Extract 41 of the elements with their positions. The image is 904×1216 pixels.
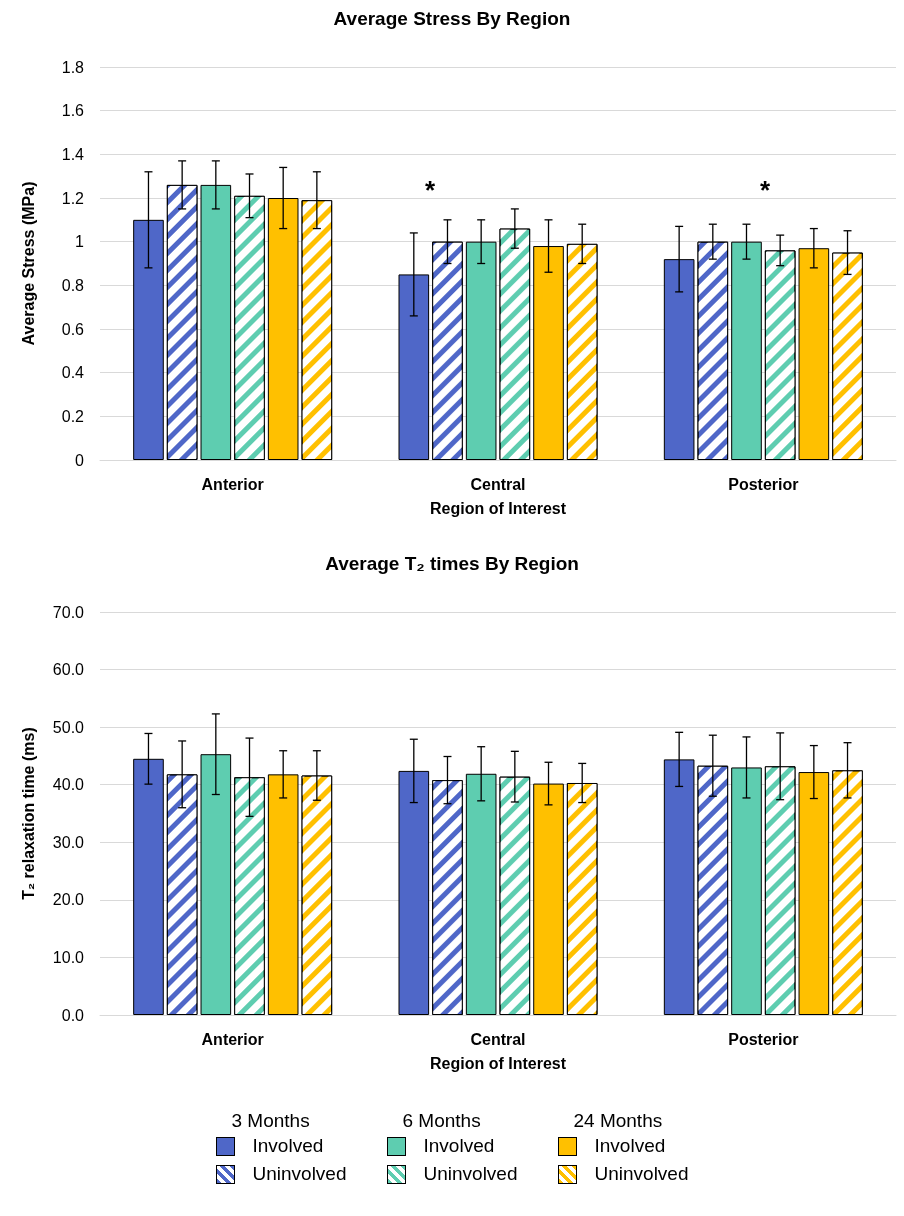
- x-axis-title: Region of Interest: [429, 1054, 567, 1072]
- y-tick-label: 1.2: [61, 189, 85, 207]
- y-tick-label: 0.6: [61, 320, 85, 338]
- x-tick-label: Central: [470, 475, 526, 493]
- legend-label: Uninvolved: [423, 1163, 518, 1185]
- text: 6 Months: [401, 1110, 482, 1132]
- x-tick-label: Anterior: [201, 1030, 264, 1048]
- annotation: *: [759, 175, 771, 205]
- legend-label: Involved: [423, 1135, 495, 1157]
- legend-label: Uninvolved: [594, 1163, 689, 1185]
- y-tick-label: 1.6: [61, 102, 85, 120]
- y-tick-label: 20.0: [52, 891, 85, 909]
- y-axis-title: T₂ relaxation time (ms): [19, 727, 37, 900]
- y-tick-label: 1: [75, 233, 85, 251]
- y-tick-label: 50.0: [52, 718, 85, 736]
- y-tick-label: 0.2: [61, 407, 85, 425]
- legend-label: Involved: [594, 1135, 666, 1157]
- x-tick-label: Posterior: [728, 1030, 799, 1048]
- legend-label: Uninvolved: [252, 1163, 347, 1185]
- y-tick-label: 0.4: [61, 364, 85, 382]
- chart-title: Average Stress By Region: [333, 8, 571, 29]
- y-tick-label: 0.8: [61, 276, 85, 294]
- chart-title: Average T₂ times By Region: [325, 553, 579, 574]
- legend-label: Involved: [252, 1135, 324, 1157]
- y-tick-label: 70.0: [52, 603, 85, 621]
- y-tick-label: 40.0: [52, 776, 85, 794]
- x-axis-title: Region of Interest: [429, 499, 567, 517]
- y-tick-label: 10.0: [52, 948, 85, 966]
- x-tick-label: Anterior: [201, 475, 264, 493]
- y-tick-label: 0: [75, 451, 85, 469]
- y-tick-label: 30.0: [52, 833, 85, 851]
- y-tick-label: 0.0: [61, 1006, 85, 1024]
- x-tick-label: Central: [470, 1030, 526, 1048]
- y-tick-label: 1.8: [61, 58, 85, 76]
- y-tick-label: 60.0: [52, 661, 85, 679]
- text: 3 Months: [230, 1110, 311, 1132]
- text: 24 Months: [572, 1110, 664, 1132]
- x-tick-label: Posterior: [728, 475, 799, 493]
- annotation: *: [424, 175, 436, 205]
- y-axis-title: Average Stress (MPa): [19, 181, 37, 346]
- y-tick-label: 1.4: [61, 145, 85, 163]
